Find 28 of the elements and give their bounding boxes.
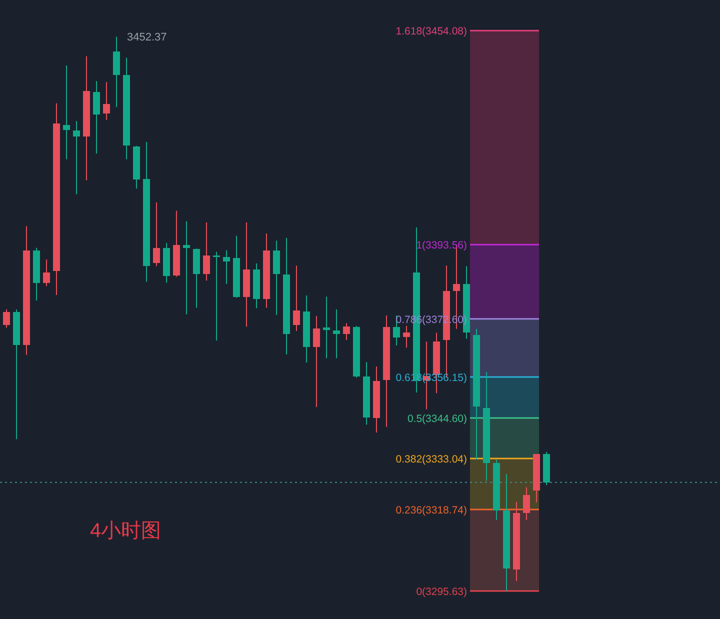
candlestick	[333, 308, 340, 359]
candlestick	[213, 251, 220, 341]
candlestick	[113, 36, 120, 108]
candlestick	[73, 120, 80, 195]
candlestick	[403, 326, 410, 348]
annotation: 4小时图	[90, 520, 162, 542]
annotation: 0.5(3344.60)	[407, 413, 467, 426]
candlestick	[43, 259, 50, 287]
candlestick	[153, 202, 160, 267]
candlestick	[343, 322, 350, 340]
candlestick	[203, 222, 210, 282]
annotation: 0.382(3333.04)	[396, 454, 467, 466]
annotation: 1.618(3454.08)	[396, 26, 467, 38]
annotation: 0.236(3318.74)	[396, 504, 467, 517]
candlestick	[183, 220, 190, 315]
candlestick	[3, 308, 10, 328]
candlestick	[293, 265, 300, 332]
candlestick	[273, 240, 280, 316]
candlestick	[223, 250, 230, 284]
candlestick	[323, 296, 330, 359]
candlestick	[63, 65, 70, 160]
candlestick	[313, 316, 320, 408]
candlestick	[93, 80, 100, 154]
annotation: 1(3393.56)	[416, 240, 467, 252]
candlestick	[103, 82, 110, 120]
annotation: 0(3295.63)	[416, 586, 467, 598]
candlestick	[523, 486, 530, 521]
annotation: 3452.37	[127, 32, 167, 44]
